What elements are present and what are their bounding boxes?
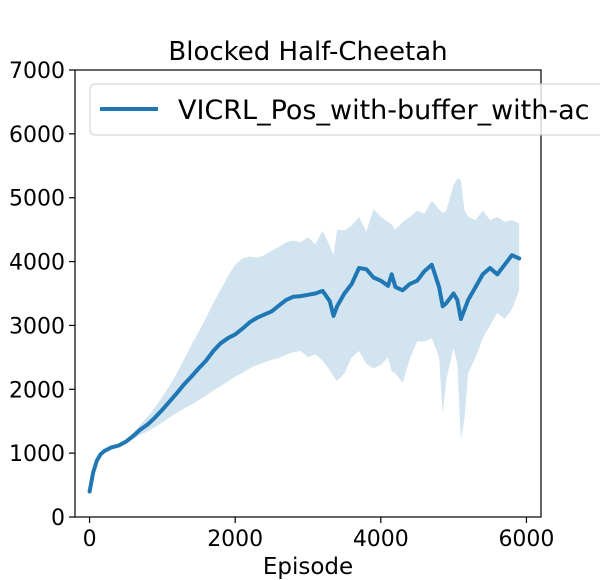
y-tick-label: 2000: [9, 378, 65, 403]
y-tick-label: 7000: [9, 59, 65, 84]
line-layer: [87, 253, 522, 494]
x-tick-label: 6000: [498, 527, 554, 552]
confidence-band: [89, 178, 520, 492]
x-axis-label: Episode: [263, 554, 353, 580]
x-axis-ticks: 0 2000 4000 6000: [83, 517, 554, 552]
y-tick-label: 4000: [9, 251, 65, 276]
chart-title: Blocked Half-Cheetah: [168, 37, 447, 67]
plot-frame: [74, 69, 542, 518]
y-tick-label: 3000: [9, 314, 65, 339]
band-layer: [89, 178, 520, 492]
legend-label: VICRL_Pos_with-buffer_with-ac: [178, 95, 590, 126]
y-tick-label: 5000: [9, 187, 65, 212]
legend-box: [89, 83, 600, 136]
y-tick-label: 0: [51, 506, 65, 531]
x-tick-label: 2000: [207, 527, 263, 552]
y-tick-label: 1000: [9, 442, 65, 467]
x-tick-label: 0: [83, 527, 97, 552]
y-axis-ticks: 0 1000 2000 3000 4000 5000 6000 7000: [9, 59, 75, 531]
legend: VICRL_Pos_with-buffer_with-ac: [89, 83, 600, 136]
y-tick-label: 6000: [9, 123, 65, 148]
series-line: [87, 253, 522, 494]
x-tick-label: 4000: [353, 527, 409, 552]
